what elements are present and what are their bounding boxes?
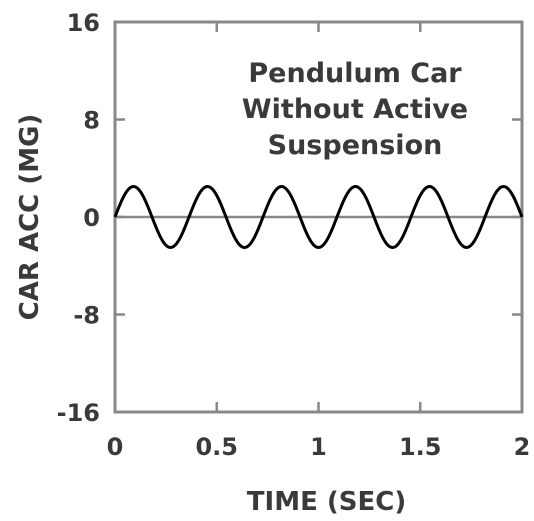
x-tick-label: 0.5	[195, 433, 238, 461]
annotation-line: Suspension	[268, 130, 443, 161]
x-tick-labels: 0 0.5 1 1.5 2	[107, 433, 531, 461]
y-tick-label: -16	[57, 399, 100, 427]
y-tick-labels: 16 8 0 -8 -16	[57, 9, 100, 427]
y-axis-label: CAR ACC (MG)	[15, 114, 45, 321]
y-tick-label: -8	[73, 302, 100, 330]
y-tick-label: 16	[67, 9, 100, 37]
y-tick-label: 0	[83, 204, 100, 232]
x-tick-label: 2	[514, 433, 531, 461]
series-line	[113, 185, 524, 249]
annotation-line: Pendulum Car	[248, 58, 462, 89]
y-tick-label: 8	[83, 107, 100, 135]
x-axis-label: TIME (SEC)	[247, 487, 406, 517]
x-tick-label: 1.5	[399, 433, 442, 461]
annotation-line: Without Active	[242, 94, 468, 125]
x-tick-label: 1	[310, 433, 327, 461]
chart-annotation: Pendulum Car Without Active Suspension	[242, 58, 468, 161]
x-tick-label: 0	[107, 433, 124, 461]
